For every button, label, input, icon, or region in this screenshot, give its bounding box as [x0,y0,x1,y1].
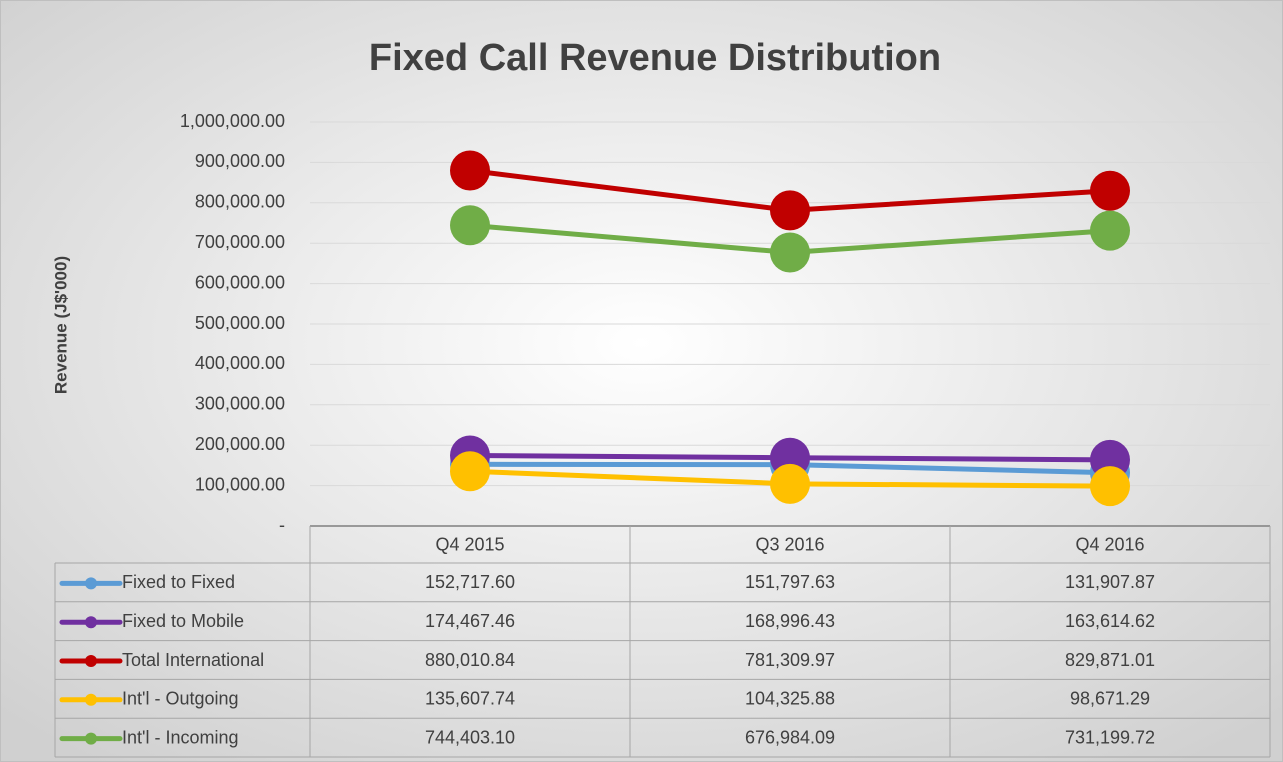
legend-key-marker [85,693,97,706]
table-cell: 731,199.72 [1065,727,1155,747]
legend-key-marker [85,732,97,745]
table-cell: 151,797.63 [745,572,835,592]
y-tick-label: 1,000,000.00 [180,111,285,131]
table-cell: 152,717.60 [425,572,515,592]
y-tick-label: 900,000.00 [195,151,285,171]
series-marker [770,232,810,273]
series-marker [450,451,490,492]
y-tick-label: 300,000.00 [195,394,285,414]
y-tick-label: 500,000.00 [195,313,285,333]
series-marker [770,463,810,504]
legend-key-marker [85,577,97,590]
table-cell: 781,309.97 [745,650,835,670]
y-tick-label: - [279,515,285,535]
table-cell: 676,984.09 [745,727,835,747]
chart-title: Fixed Call Revenue Distribution [369,37,941,79]
legend-key-marker [85,655,97,667]
y-axis-title: Revenue (J$'000) [51,256,70,394]
series-marker [1090,170,1130,211]
table-cell: 880,010.84 [425,650,515,670]
series-marker [1090,466,1130,507]
series-marker [450,205,490,246]
table-cell: 744,403.10 [425,727,515,747]
legend-label: Fixed to Mobile [122,611,244,631]
table-cell: 135,607.74 [425,689,515,709]
table-cell: 104,325.88 [745,689,835,709]
series-marker [770,190,810,231]
y-tick-label: 700,000.00 [195,232,285,252]
y-tick-label: 800,000.00 [195,192,285,212]
x-tick-label: Q4 2016 [1075,534,1144,554]
legend-key-marker [85,616,97,629]
table-cell: 168,996.43 [745,611,835,631]
table-cell: 829,871.01 [1065,650,1155,670]
table-cell: 174,467.46 [425,611,515,631]
table-cell: 98,671.29 [1070,689,1150,709]
legend-label: Int'l - Incoming [122,727,238,747]
x-tick-label: Q3 2016 [755,534,824,554]
table-cell: 163,614.62 [1065,611,1155,631]
legend-label: Fixed to Fixed [122,572,235,592]
series-marker [450,150,490,191]
table-cell: 131,907.87 [1065,572,1155,592]
x-tick-label: Q4 2015 [435,534,504,554]
y-tick-label: 200,000.00 [195,434,285,454]
series-marker [1090,210,1130,251]
y-tick-label: 400,000.00 [195,353,285,373]
legend-label: Total International [122,650,264,670]
y-tick-label: 100,000.00 [195,474,285,494]
y-tick-label: 600,000.00 [195,272,285,292]
legend-label: Int'l - Outgoing [122,689,239,709]
